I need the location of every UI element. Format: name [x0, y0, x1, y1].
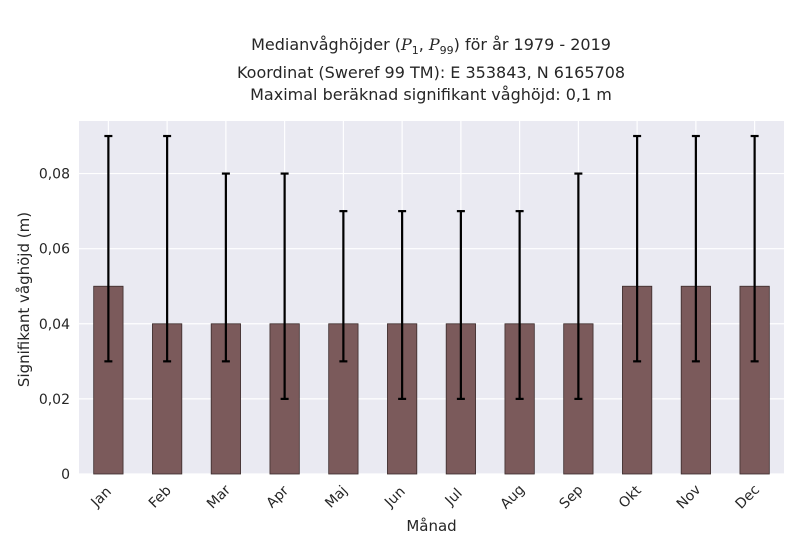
error-bar-aug: [515, 210, 524, 400]
error-bars: [104, 134, 759, 400]
x-tick-label: Maj: [322, 483, 351, 512]
error-bar-maj: [339, 210, 348, 363]
x-tick-label: Jul: [442, 486, 466, 510]
y-tick-label: 0,08: [39, 167, 70, 183]
error-bar-nov: [691, 134, 700, 363]
title-line-2: Koordinat (Sweref 99 TM): E 353843, N 61…: [236, 63, 626, 83]
y-axis-ticks: 0 0,02 0,04 0,06 0,08: [39, 167, 70, 483]
title-line-1-prefix: Medianvåghöjder (: [251, 35, 401, 54]
x-axis-label: Månad: [406, 517, 456, 535]
x-tick-label: Aug: [497, 482, 528, 513]
error-bar-jul: [456, 210, 465, 400]
x-tick-label: Apr: [264, 483, 293, 512]
error-bar-mar: [221, 172, 230, 363]
y-tick-label: 0,04: [39, 317, 70, 333]
title-p99-symbol: P: [428, 35, 440, 54]
title-line-1-suffix: ) för år 1979 - 2019: [453, 35, 611, 54]
error-bar-jan: [104, 134, 113, 363]
title-p1-symbol: P: [400, 35, 412, 54]
x-tick-label: Okt: [616, 482, 645, 511]
title-p99-subscript: 99: [439, 44, 454, 58]
y-axis-label: Signifikant våghöjd (m): [15, 212, 33, 387]
plot-area: [79, 121, 784, 474]
chart-title: Medianvåghöjder (P1, P99) för år 1979 - …: [0, 34, 800, 106]
x-tick-label: Dec: [733, 482, 763, 512]
x-axis-ticks: Jan Feb Mar Apr Maj Jun Jul Aug Sep Okt Nov Dec: [88, 482, 763, 513]
error-bar-sep: [574, 172, 583, 400]
x-tick-label: Mar: [204, 482, 234, 512]
title-p1-subscript: 1: [411, 44, 419, 58]
y-tick-label: 0: [61, 467, 70, 483]
y-tick-label: 0,02: [39, 392, 70, 408]
y-tick-label: 0,06: [39, 242, 70, 258]
x-tick-label: Sep: [557, 482, 587, 512]
title-line-1: Medianvåghöjder (P1, P99) för år 1979 - …: [0, 34, 800, 62]
bars: [93, 285, 770, 475]
x-tick-label: Nov: [674, 482, 705, 513]
error-bar-okt: [633, 134, 642, 363]
error-bar-dec: [750, 134, 759, 363]
error-bar-jun: [398, 210, 407, 400]
title-line-3: Maximal beräknad signifikant våghöjd: 0,…: [250, 85, 612, 105]
title-separator: ,: [418, 35, 429, 54]
error-bar-feb: [163, 134, 172, 363]
x-tick-label: Jun: [381, 484, 408, 511]
x-tick-label: Jan: [88, 484, 115, 511]
error-bar-apr: [280, 172, 289, 400]
x-tick-label: Feb: [146, 483, 175, 512]
